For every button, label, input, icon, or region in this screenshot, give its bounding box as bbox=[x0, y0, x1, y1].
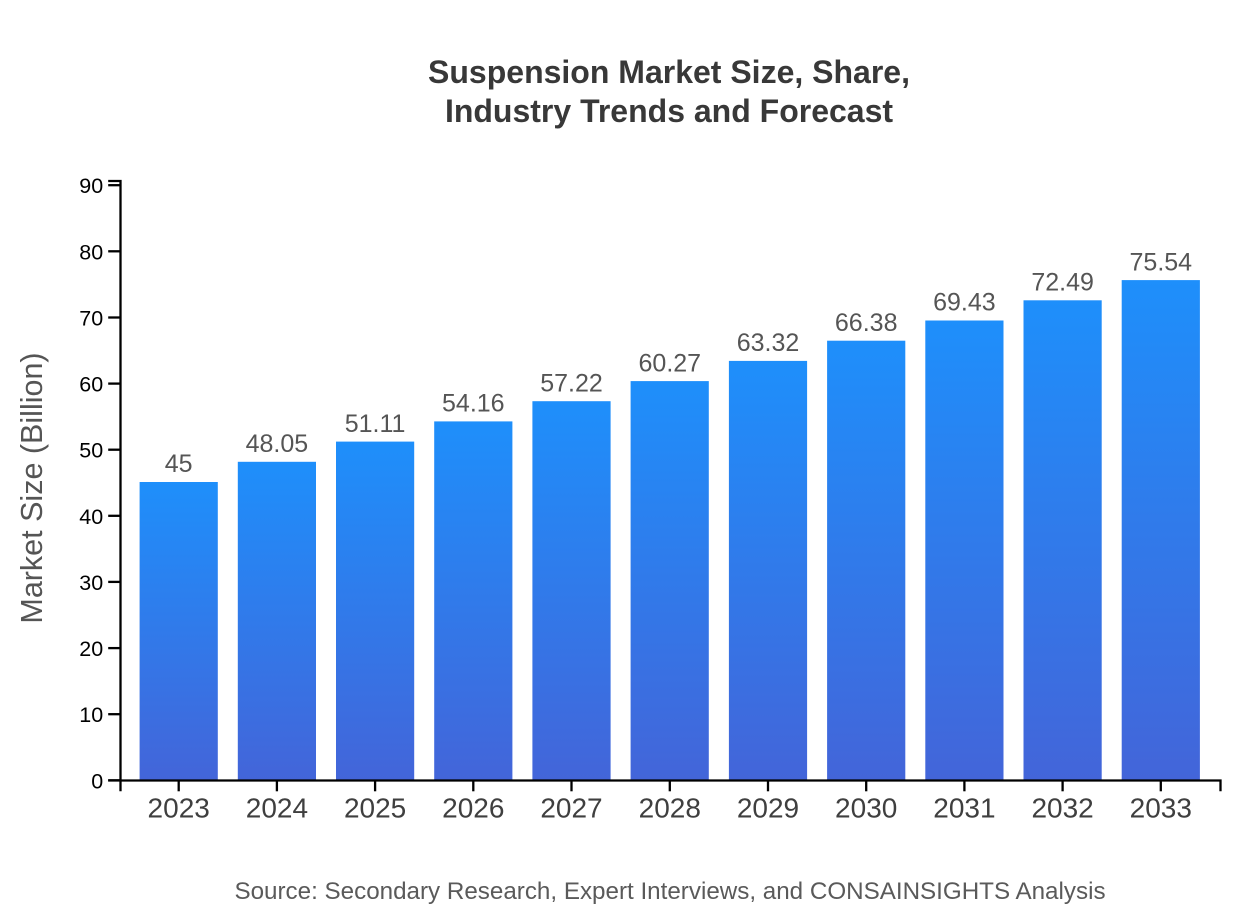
svg-text:2030: 2030 bbox=[835, 792, 897, 823]
svg-text:80: 80 bbox=[79, 240, 103, 264]
svg-text:45: 45 bbox=[165, 450, 193, 478]
svg-text:Market Size (Billion): Market Size (Billion) bbox=[15, 352, 49, 623]
svg-text:Industry Trends and Forecast: Industry Trends and Forecast bbox=[445, 93, 893, 129]
svg-text:2029: 2029 bbox=[737, 792, 799, 823]
svg-text:60.27: 60.27 bbox=[639, 349, 702, 377]
svg-text:2033: 2033 bbox=[1130, 792, 1192, 823]
svg-text:40: 40 bbox=[79, 505, 103, 529]
svg-text:30: 30 bbox=[79, 571, 103, 595]
svg-text:2028: 2028 bbox=[639, 792, 701, 823]
svg-text:66.38: 66.38 bbox=[835, 309, 898, 337]
svg-text:2032: 2032 bbox=[1031, 792, 1093, 823]
svg-text:Suspension Market Size, Share,: Suspension Market Size, Share, bbox=[428, 54, 910, 90]
svg-text:90: 90 bbox=[79, 174, 103, 198]
svg-text:2023: 2023 bbox=[148, 792, 210, 823]
svg-text:2025: 2025 bbox=[344, 792, 406, 823]
svg-text:75.54: 75.54 bbox=[1130, 248, 1193, 276]
svg-text:48.05: 48.05 bbox=[246, 430, 309, 458]
svg-text:57.22: 57.22 bbox=[540, 369, 603, 397]
svg-text:10: 10 bbox=[79, 703, 103, 727]
svg-text:70: 70 bbox=[79, 307, 103, 331]
svg-text:54.16: 54.16 bbox=[442, 390, 505, 418]
svg-text:2027: 2027 bbox=[540, 792, 602, 823]
svg-text:2026: 2026 bbox=[442, 792, 504, 823]
svg-text:72.49: 72.49 bbox=[1031, 269, 1094, 297]
svg-text:20: 20 bbox=[79, 637, 103, 661]
svg-text:51.11: 51.11 bbox=[345, 410, 406, 438]
svg-text:60: 60 bbox=[79, 373, 103, 397]
svg-text:2024: 2024 bbox=[246, 792, 308, 823]
svg-text:69.43: 69.43 bbox=[933, 289, 996, 317]
svg-text:Source: Secondary Research, Ex: Source: Secondary Research, Expert Inter… bbox=[234, 878, 1105, 905]
svg-text:2031: 2031 bbox=[933, 792, 995, 823]
svg-text:0: 0 bbox=[91, 769, 103, 793]
svg-text:50: 50 bbox=[79, 439, 103, 463]
svg-text:63.32: 63.32 bbox=[737, 329, 800, 357]
